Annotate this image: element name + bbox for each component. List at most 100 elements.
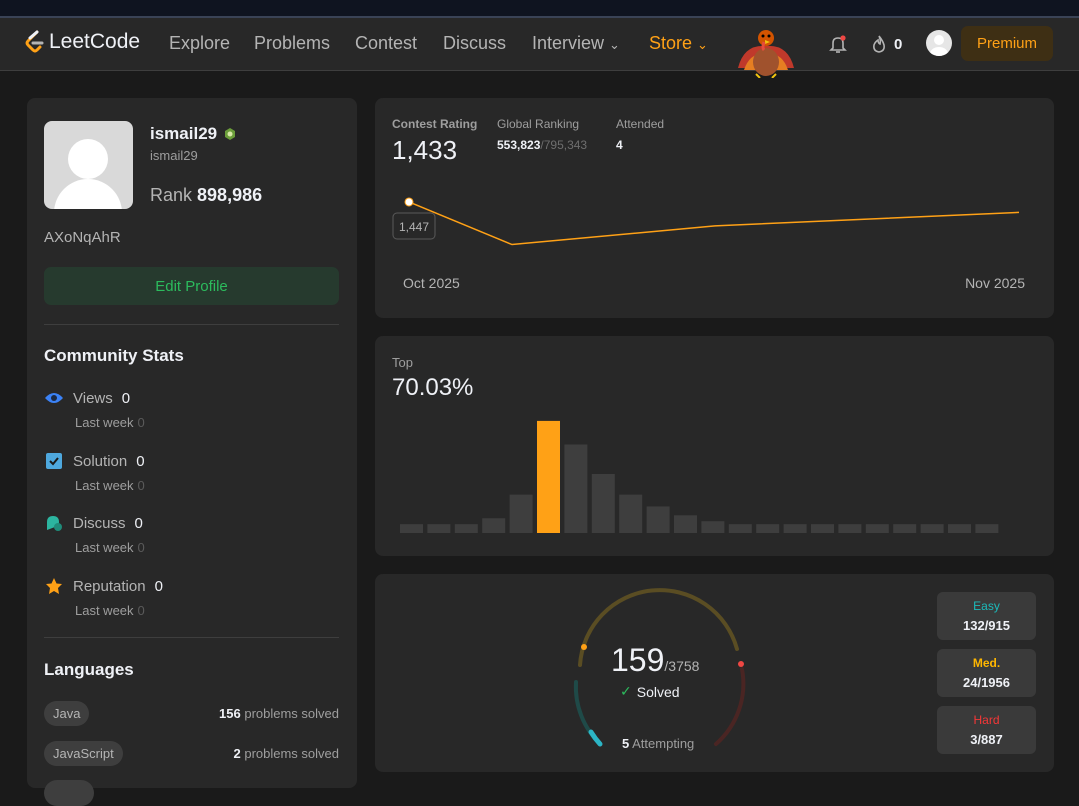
language-count: 2 problems solved	[233, 745, 339, 761]
divider	[44, 324, 339, 325]
attempting-count: 5	[622, 736, 630, 751]
logo[interactable]: LeetCode	[24, 30, 140, 54]
nav-problems[interactable]: Problems	[254, 33, 331, 53]
reputation-label: Reputation	[73, 577, 146, 595]
nav-interview[interactable]: Interview ⌄	[532, 33, 620, 54]
distribution-bar[interactable]	[674, 515, 697, 533]
distribution-bar[interactable]	[865, 524, 889, 533]
rank-value: 898,986	[197, 185, 263, 205]
rating-tooltip	[392, 212, 436, 240]
streak-counter[interactable]: 0	[870, 34, 902, 54]
bell-icon[interactable]	[828, 34, 848, 54]
divider	[44, 637, 339, 638]
distribution-bar[interactable]	[482, 518, 506, 533]
stat-reputation: Reputation 0 Last week 0	[44, 576, 344, 618]
reputation-value: 0	[154, 577, 163, 595]
distribution-bar[interactable]	[591, 474, 615, 533]
nav-contest[interactable]: Contest	[355, 33, 418, 53]
easy-stat[interactable]: Easy 132/915	[937, 592, 1036, 640]
language-tag[interactable]	[44, 780, 94, 806]
distribution-bar[interactable]	[646, 506, 670, 533]
window-top-strip	[0, 0, 1079, 16]
edit-profile-button[interactable]: Edit Profile	[44, 267, 339, 305]
rank-label: Rank	[150, 185, 193, 205]
solved-number: 159	[611, 642, 665, 678]
distribution-bar[interactable]	[427, 524, 451, 533]
distribution-bar[interactable]	[454, 524, 478, 533]
solution-label: Solution	[73, 452, 128, 470]
contest-rating-card: Contest Rating 1,433 Global Ranking 553,…	[375, 98, 1054, 318]
distribution-bar[interactable]	[838, 524, 862, 533]
distribution-bar[interactable]	[400, 524, 423, 533]
attempting-label: Attempting	[632, 736, 695, 751]
views-value: 0	[121, 389, 131, 407]
distribution-bar[interactable]	[564, 444, 588, 534]
display-name: ismail29	[150, 124, 237, 144]
attempting: 5 Attempting	[622, 736, 694, 751]
stat-solution: Solution 0 Last week 0	[44, 451, 344, 493]
medium-track	[578, 588, 739, 667]
attended-label: Attended	[616, 117, 665, 131]
distribution-bar[interactable]	[756, 524, 780, 533]
distribution-bar[interactable]	[619, 494, 643, 533]
total-problems: /3758	[664, 658, 700, 674]
distribution-bar[interactable]	[509, 494, 533, 533]
easy-progress	[588, 729, 603, 747]
premium-button[interactable]: Premium	[961, 26, 1053, 61]
discuss-label: Discuss	[73, 514, 126, 532]
distribution-bar[interactable]	[728, 524, 752, 533]
language-row: Java 156 problems solved	[44, 700, 339, 726]
medium-marker	[581, 644, 587, 650]
stat-views: Views 0 Last week 0	[44, 388, 344, 430]
nav-store[interactable]: Store ⌄	[649, 33, 708, 54]
top-label: Top	[392, 355, 413, 370]
chevron-down-icon: ⌄	[609, 37, 620, 52]
discuss-last-week: Last week 0	[75, 540, 145, 555]
solved-progress-ring	[573, 588, 746, 747]
discuss-value: 0	[134, 514, 143, 532]
solved-count: 159 /3758	[611, 642, 699, 679]
top-percent: 70.03%	[392, 374, 474, 401]
nav-discuss[interactable]: Discuss	[443, 33, 507, 53]
hard-stat[interactable]: Hard 3/887	[937, 706, 1036, 754]
hard-value: 3/887	[970, 732, 1003, 747]
views-last-week: Last week 0	[75, 415, 145, 430]
distribution-bar[interactable]	[948, 524, 971, 533]
language-tag-java[interactable]: Java	[44, 700, 90, 726]
contest-rating-value: 1,433	[392, 135, 458, 165]
languages-title: Languages	[44, 660, 134, 679]
fire-icon	[873, 35, 885, 53]
rank: Rank 898,986	[150, 185, 262, 206]
nav-explore[interactable]: Explore	[169, 33, 231, 53]
avatar-icon	[930, 35, 948, 56]
x-axis-end-label: Nov 2025	[965, 275, 1025, 291]
distribution-bar[interactable]	[811, 524, 834, 533]
distribution-bar[interactable]	[920, 524, 944, 533]
bio-text: AXoNqAhR	[44, 229, 121, 246]
solution-last-week: Last week 0	[75, 478, 145, 493]
solved-problems-card: 159 /3758 ✓ Solved 5 Attempting Easy 132…	[375, 574, 1054, 772]
distribution-bar[interactable]	[893, 524, 917, 533]
username-handle: ismail29	[150, 148, 198, 163]
solution-value: 0	[136, 452, 145, 470]
user-avatar[interactable]	[926, 30, 952, 56]
top-percentile-card: Top 70.03%	[375, 336, 1054, 556]
hard-label: Hard	[973, 713, 1000, 727]
distribution-bar-highlight[interactable]	[537, 420, 560, 533]
rating-distribution-chart	[400, 420, 999, 534]
logo-text: LeetCode	[49, 30, 141, 53]
nav-store-label: Store	[649, 33, 693, 53]
rating-point[interactable]	[404, 197, 414, 207]
profile-avatar	[44, 121, 133, 209]
medium-stat[interactable]: Med. 24/1956	[937, 649, 1036, 697]
distribution-bar[interactable]	[701, 521, 725, 533]
language-tag-javascript[interactable]: JavaScript	[44, 740, 123, 766]
distribution-bar[interactable]	[975, 524, 999, 533]
solved-status: ✓ Solved	[620, 683, 680, 700]
solved-label: Solved	[636, 683, 680, 700]
eye-icon	[44, 388, 64, 408]
easy-value: 132/915	[963, 618, 1010, 633]
reputation-last-week: Last week 0	[75, 603, 145, 618]
medium-value: 24/1956	[963, 675, 1010, 690]
distribution-bar[interactable]	[783, 524, 807, 533]
